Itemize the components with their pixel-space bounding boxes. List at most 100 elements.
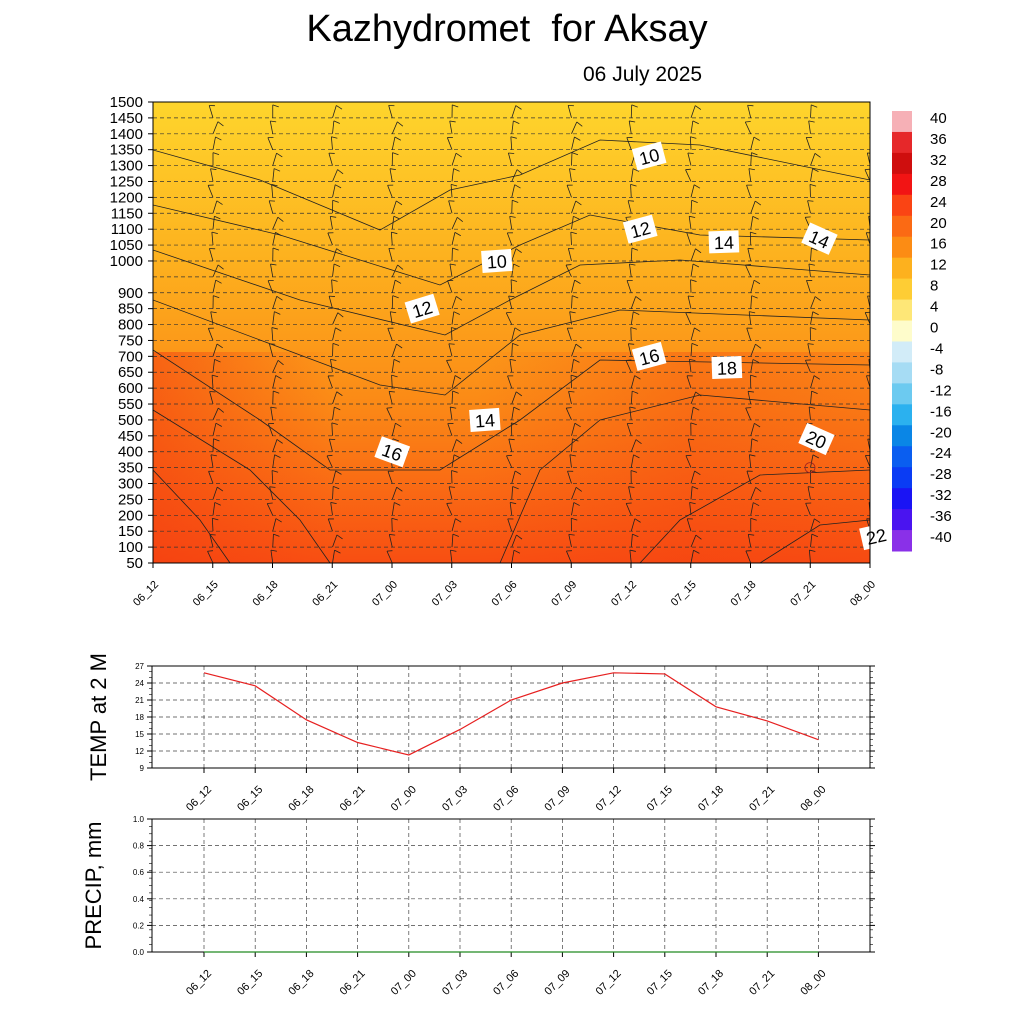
wind-barb-feather <box>335 327 342 332</box>
y-tick-label: 600 <box>118 380 143 397</box>
wind-barb-feather <box>565 264 572 266</box>
wind-barb-feather <box>745 121 751 123</box>
wind-barb-feather <box>568 533 575 536</box>
contour-label: 18 <box>711 355 743 379</box>
wind-barb-feather <box>867 152 870 154</box>
wind-barb-feather <box>630 327 637 330</box>
x-tick-label: 06_21 <box>310 579 340 609</box>
contour-label: 12 <box>404 293 440 324</box>
wind-barb-feather <box>449 120 456 123</box>
wind-barb <box>745 407 752 421</box>
x-tick-label: 06_12 <box>184 784 214 814</box>
wind-barb <box>511 470 516 484</box>
y-tick-label: 1050 <box>110 237 143 254</box>
wind-barb <box>690 263 694 277</box>
wind-barb <box>511 534 517 548</box>
x-tick-label: 07_15 <box>669 579 699 609</box>
wind-barb-feather <box>513 263 520 268</box>
wind-barb-feather <box>571 517 578 521</box>
wind-barb <box>805 137 811 150</box>
wind-barb <box>690 407 694 421</box>
colorbar-swatch <box>892 404 912 426</box>
wind-barb <box>272 360 279 373</box>
contour-label: 10 <box>481 248 513 273</box>
wind-barb-feather <box>215 279 222 284</box>
wind-barb-feather <box>695 391 702 397</box>
wind-barb <box>571 136 575 150</box>
wind-barb <box>869 419 870 420</box>
wind-barb-feather <box>217 264 224 270</box>
wind-barb <box>750 152 752 166</box>
wind-barb-feather <box>393 359 401 363</box>
wind-barb <box>690 102 691 103</box>
colorbar-swatch <box>892 257 912 280</box>
wind-barb-feather <box>515 105 522 110</box>
wind-barb-feather <box>394 279 402 284</box>
wind-barb-feather <box>449 263 456 266</box>
wind-barb-feather <box>628 200 634 202</box>
x-tick-label: 06_21 <box>338 968 368 998</box>
x-tick-label: 07_09 <box>549 579 579 609</box>
wind-barb <box>808 550 811 563</box>
wind-barb <box>511 184 516 198</box>
wind-barb-feather <box>814 518 821 523</box>
wind-barb <box>810 102 811 103</box>
x-tick-label: 07_21 <box>747 784 777 814</box>
wind-barb <box>511 407 515 420</box>
wind-barb <box>511 486 514 500</box>
wind-barb <box>387 328 393 341</box>
wind-barb <box>567 248 572 262</box>
wind-barb <box>506 455 513 468</box>
wind-barb <box>511 248 517 262</box>
wind-barb-feather <box>629 406 636 409</box>
contour-label-text: 18 <box>717 358 738 379</box>
wind-barb <box>511 105 517 119</box>
x-tick-label: 07_12 <box>609 579 639 609</box>
colorbar-label: 40 <box>930 110 947 127</box>
wind-barb-feather <box>273 533 280 537</box>
wind-barb-feather <box>391 231 398 235</box>
wind-barb-feather <box>454 375 462 380</box>
wind-barb-feather <box>694 470 701 476</box>
wind-barb-feather <box>754 200 762 206</box>
wind-barb-feather <box>453 168 460 172</box>
wind-barb-feather <box>271 470 279 473</box>
wind-barb <box>509 216 513 230</box>
colorbar-label: -16 <box>930 403 952 420</box>
wind-barb-feather <box>275 89 281 92</box>
wind-barb <box>748 311 752 325</box>
wind-barb <box>690 534 697 548</box>
wind-barb <box>386 407 393 421</box>
wind-barb <box>750 502 754 516</box>
wind-barb-feather <box>515 391 523 397</box>
wind-barb-feather <box>812 311 819 316</box>
wind-barb-feather <box>276 439 283 444</box>
wind-barb-feather <box>568 247 575 250</box>
wind-barb <box>391 280 396 293</box>
wind-barb <box>267 280 274 293</box>
y-tick-label: 1400 <box>110 126 143 143</box>
wind-barb <box>750 136 755 150</box>
wind-barb <box>511 327 516 341</box>
wind-barb-feather <box>450 549 457 552</box>
wind-barb-feather <box>452 247 459 251</box>
colorbar-label: 12 <box>930 257 947 274</box>
wind-barb <box>869 403 870 404</box>
wind-barb <box>630 375 636 389</box>
wind-barb-feather <box>752 359 760 363</box>
wind-barb <box>272 375 277 389</box>
wind-barb-feather <box>872 121 878 124</box>
wind-barb <box>747 534 752 548</box>
wind-barb-feather <box>333 486 340 490</box>
wind-barb <box>391 264 398 278</box>
wind-barb <box>569 311 572 325</box>
x-tick-label: 07_03 <box>440 784 470 814</box>
x-tick-label: 08_00 <box>848 579 878 609</box>
wind-barb-feather <box>568 390 575 393</box>
y-tick-label: 350 <box>118 460 143 477</box>
wind-barb-feather <box>749 311 756 314</box>
wind-barb-feather <box>814 89 820 92</box>
wind-barb <box>269 486 274 500</box>
wind-barb <box>511 550 515 563</box>
